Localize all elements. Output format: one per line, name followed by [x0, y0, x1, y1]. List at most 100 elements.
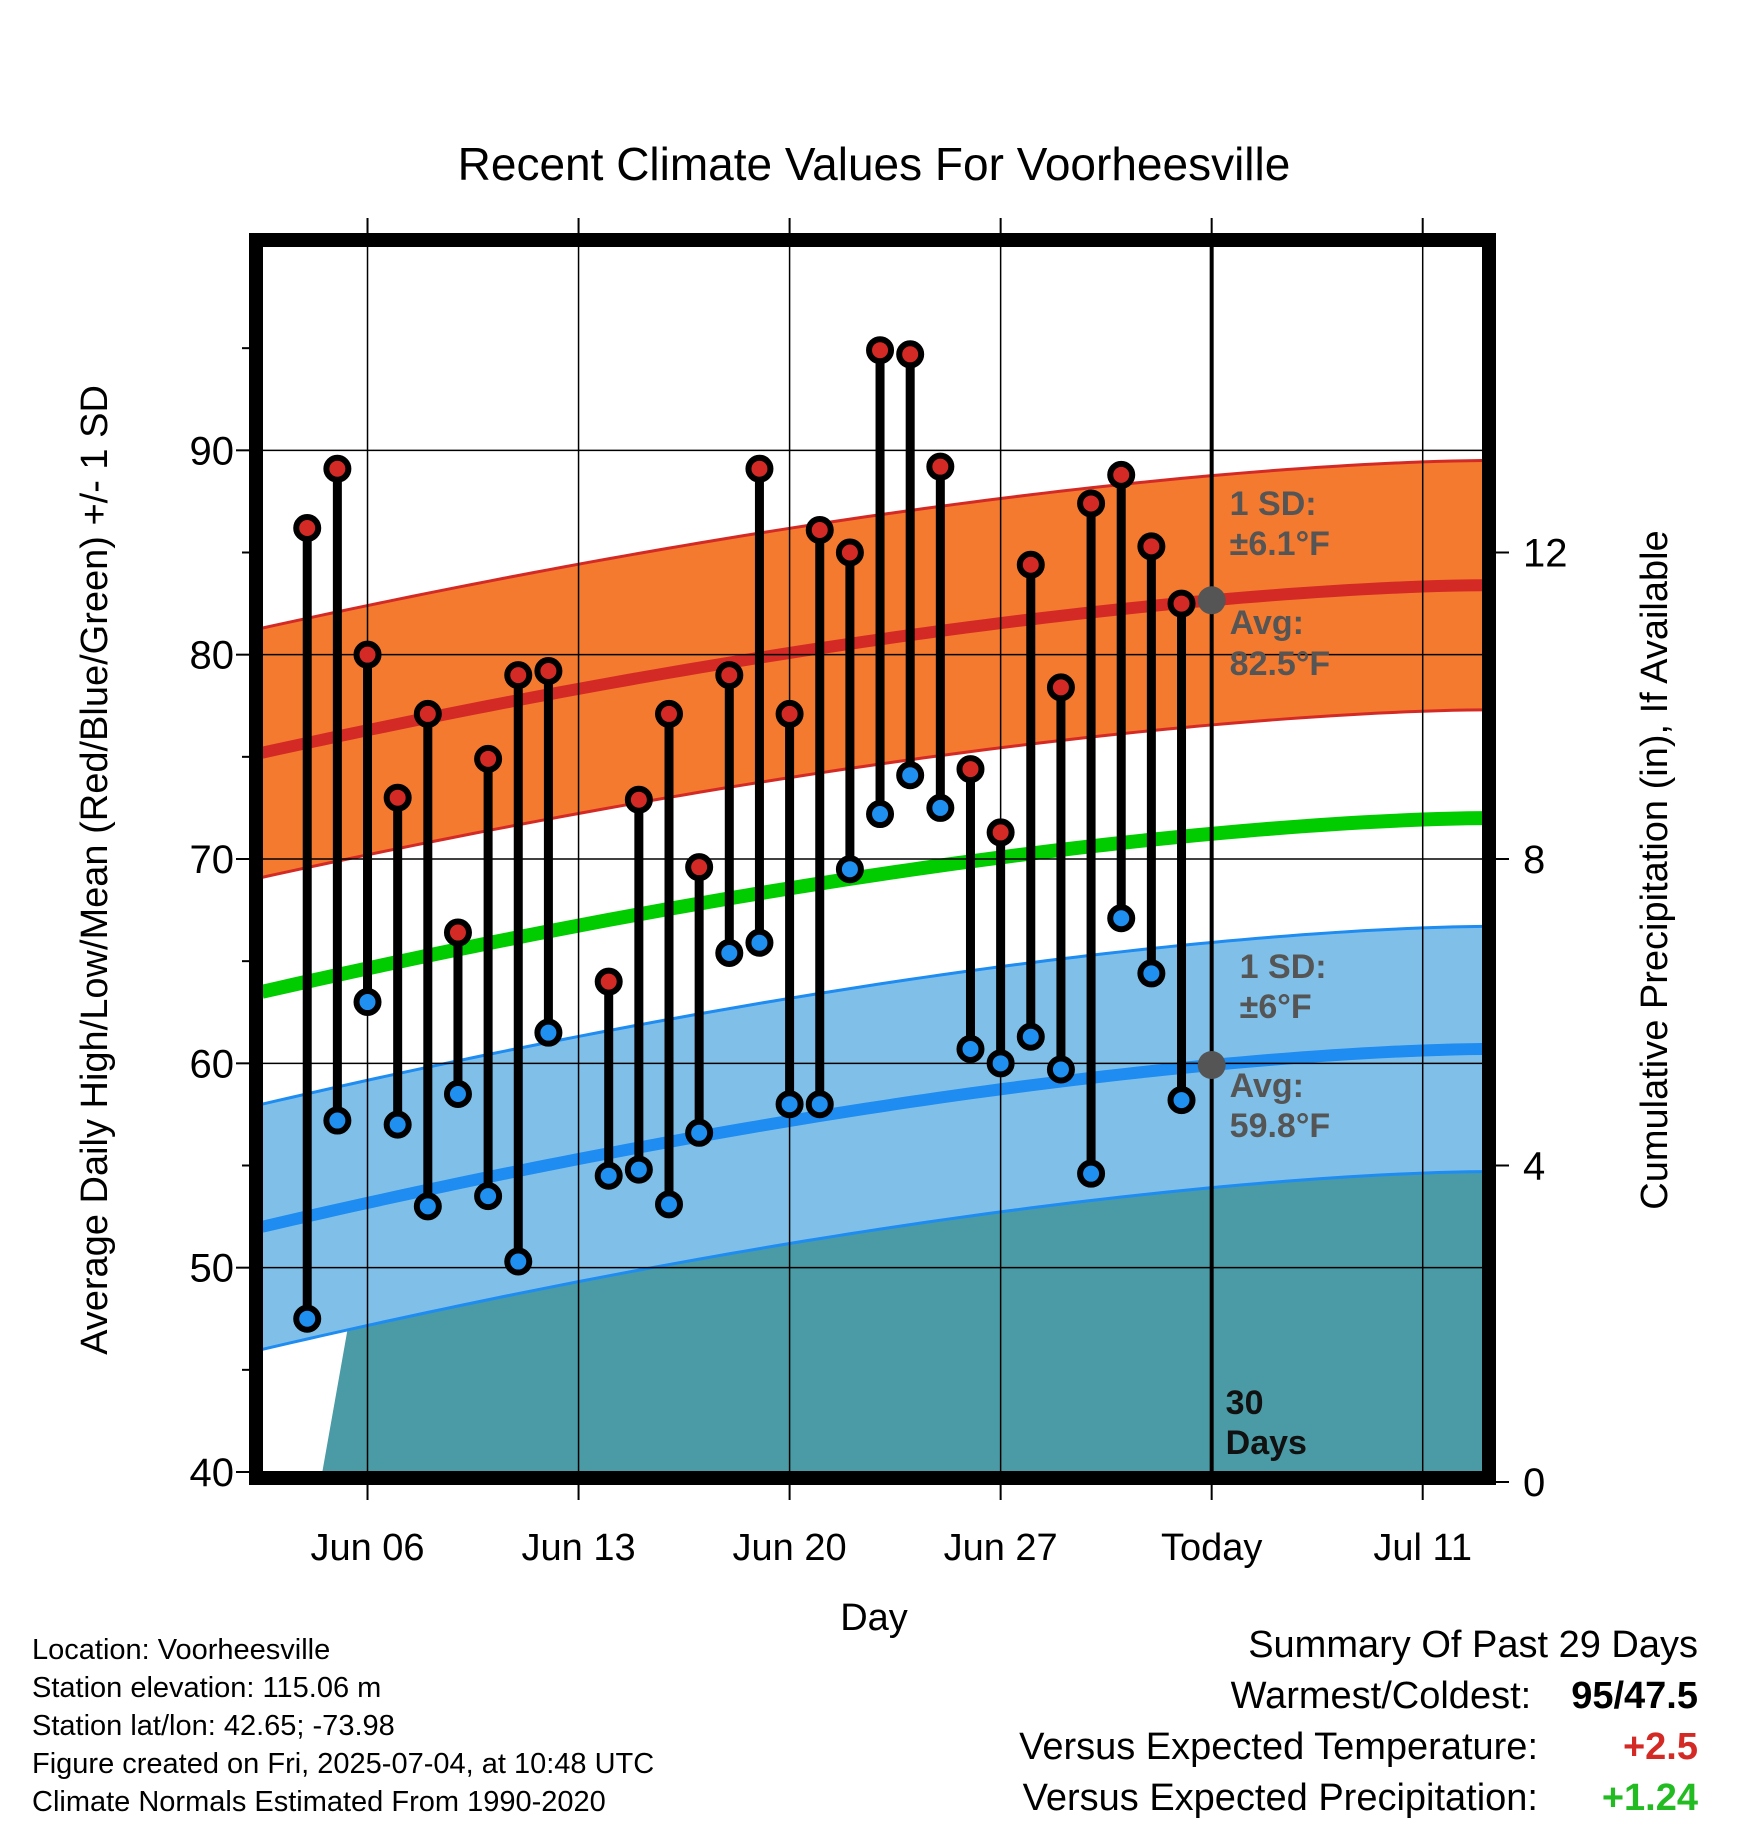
y-tick-label: 80 — [190, 634, 235, 678]
low-sd-value: ±6°F — [1240, 988, 1312, 1026]
daily-high-point — [594, 967, 623, 996]
daily-low-point — [323, 1106, 352, 1135]
daily-high-point — [745, 454, 774, 483]
daily-high-point — [1107, 460, 1136, 489]
daily-high-point — [1046, 673, 1075, 702]
daily-high-point — [474, 744, 503, 773]
daily-low-point — [986, 1049, 1015, 1078]
precip-label: Versus Expected Precipitation: — [1022, 1777, 1538, 1819]
daily-high-point — [534, 657, 563, 686]
summary-precip: Versus Expected Precipitation: +1.24 — [1023, 1777, 1698, 1820]
daily-high-point — [323, 454, 352, 483]
x-tick-label: Jun 20 — [733, 1527, 847, 1569]
daily-high-point — [986, 818, 1015, 847]
temp-value: +2.5 — [1622, 1726, 1698, 1768]
daily-high-point — [1167, 589, 1196, 618]
daily-low-point — [504, 1247, 533, 1276]
summary-title: Summary Of Past 29 Days — [1248, 1624, 1698, 1666]
daily-low-point — [866, 800, 895, 829]
y-tick-label: 60 — [190, 1042, 235, 1086]
daily-low-point — [1167, 1086, 1196, 1115]
warm-cold-label: Warmest/Coldest: — [1230, 1675, 1532, 1717]
y-tick-label: 50 — [190, 1247, 235, 1291]
daily-high-point — [715, 661, 744, 690]
daily-low-point — [474, 1182, 503, 1211]
daily-high-point — [655, 699, 683, 728]
x-tick-label: Today — [1161, 1527, 1262, 1569]
normals-text: Climate Normals Estimated From 1990-2020 — [32, 1786, 606, 1818]
today-low-avg-marker — [1197, 1051, 1226, 1080]
low-band-upper-edge — [261, 924, 1484, 1106]
daily-low-point — [1107, 904, 1136, 933]
low-sd-label: 1 SD: — [1240, 948, 1327, 986]
daily-high-point — [866, 336, 895, 365]
high-avg-label: Avg: — [1230, 604, 1304, 642]
days-text-label: Days — [1226, 1424, 1307, 1462]
y-axis-label: Average Daily High/Low/Mean (Red/Blue/Gr… — [74, 385, 116, 1355]
daily-high-point — [685, 853, 714, 882]
daily-high-point — [835, 538, 864, 567]
daily-low-point — [685, 1118, 714, 1147]
daily-low-point — [1137, 959, 1166, 988]
daily-low-point — [624, 1155, 653, 1184]
daily-high-point — [1016, 550, 1045, 579]
low-band-lower-edge — [261, 1170, 1484, 1351]
location-text: Location: Voorheesville — [32, 1634, 331, 1666]
y2-tick-label: 0 — [1523, 1461, 1545, 1505]
daily-low-point — [655, 1190, 683, 1219]
daily-high-point — [896, 340, 925, 369]
precip-value: +1.24 — [1601, 1777, 1698, 1819]
daily-low-point — [896, 761, 925, 790]
today-high-avg-marker — [1197, 586, 1226, 615]
warm-cold-value: 95/47.5 — [1571, 1675, 1698, 1717]
daily-low-point — [413, 1192, 442, 1221]
daily-high-point — [443, 918, 472, 947]
low-avg-value: 59.8°F — [1230, 1107, 1331, 1145]
daily-low-point — [775, 1090, 804, 1119]
low-avg-label: Avg: — [1230, 1067, 1304, 1105]
latlon-text: Station lat/lon: 42.65; -73.98 — [32, 1710, 395, 1742]
daily-low-point — [956, 1035, 985, 1064]
daily-low-point — [443, 1079, 472, 1108]
x-tick-label: Jun 13 — [522, 1527, 636, 1569]
high-avg-value: 82.5°F — [1230, 645, 1331, 683]
y2-tick-label: 12 — [1523, 532, 1568, 576]
daily-low-point — [1016, 1022, 1045, 1051]
daily-high-point — [383, 783, 412, 812]
daily-high-point — [926, 452, 955, 481]
days-count-label: 30 — [1226, 1384, 1264, 1422]
y-tick-label: 90 — [190, 429, 235, 473]
daily-high-point — [353, 640, 382, 669]
x-axis-label: Day — [840, 1597, 908, 1639]
y2-tick-label: 8 — [1523, 838, 1545, 882]
y-tick-label: 40 — [190, 1451, 235, 1495]
elevation-text: Station elevation: 115.06 m — [32, 1672, 382, 1704]
daily-high-point — [805, 516, 834, 545]
high-normal-line — [260, 579, 1484, 759]
daily-high-point — [624, 785, 653, 814]
daily-high-point — [293, 513, 322, 542]
daily-low-point — [715, 938, 744, 967]
daily-high-point — [775, 699, 804, 728]
plot-frame — [249, 233, 1496, 1485]
summary-warm-cold: Warmest/Coldest: 95/47.5 — [1231, 1675, 1698, 1718]
x-tick-label: Jul 11 — [1373, 1527, 1472, 1569]
daily-low-point — [383, 1110, 412, 1139]
x-tick-label: Jun 27 — [944, 1527, 1058, 1569]
daily-low-point — [835, 855, 864, 884]
high-sd-band — [262, 460, 1483, 878]
daily-low-point — [805, 1090, 834, 1119]
daily-high-point — [504, 661, 533, 690]
daily-low-point — [534, 1018, 563, 1047]
daily-high-point — [1137, 532, 1166, 561]
low-normal-line — [260, 1043, 1484, 1233]
daily-low-point — [1077, 1159, 1106, 1188]
x-tick-label: Jun 06 — [310, 1527, 424, 1569]
summary-temp: Versus Expected Temperature: +2.5 — [1019, 1726, 1698, 1769]
daily-low-point — [745, 928, 774, 957]
y2-tick-label: 4 — [1523, 1145, 1545, 1189]
y2-axis-label: Cumulative Precipitation (in), If Availa… — [1634, 530, 1676, 1209]
high-sd-value: ±6.1°F — [1230, 525, 1330, 563]
daily-low-point — [1046, 1055, 1075, 1084]
